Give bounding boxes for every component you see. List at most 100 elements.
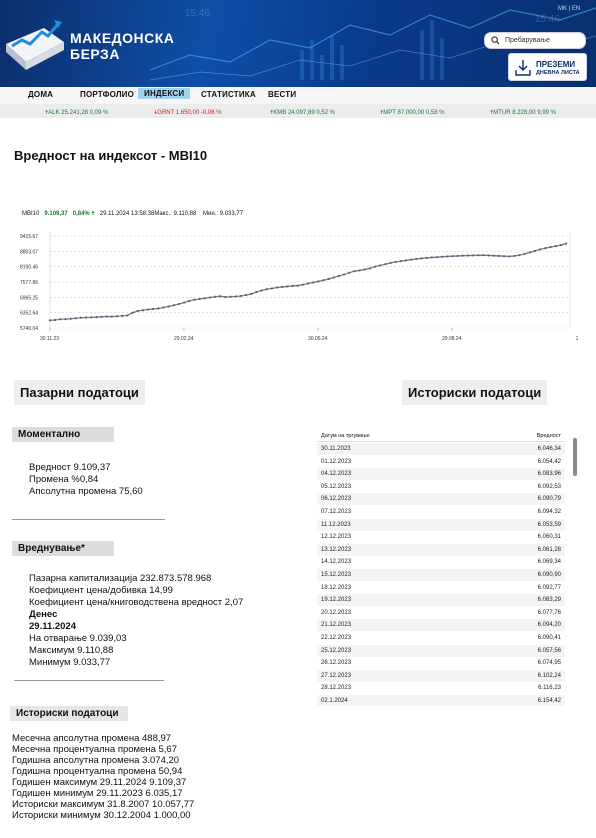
table-row[interactable]: 30.11.2023 6.046,34 [317,443,565,455]
table-row[interactable]: 28.12.2023 6.116,23 [317,682,565,694]
data-point[interactable] [95,316,97,318]
language-switch[interactable]: MK | EN [558,6,580,12]
data-point[interactable] [426,257,428,259]
data-point[interactable] [488,254,490,256]
data-point[interactable] [240,295,242,297]
table-row[interactable]: 11.12.2023 6.053,59 [317,519,565,531]
data-point[interactable] [498,255,500,257]
data-point[interactable] [230,296,232,298]
ticker-item[interactable]: 🠅KMB 24.097,89 0,52 % [270,108,335,118]
table-row[interactable]: 05.12.2023 6.092,53 [317,481,565,493]
data-point[interactable] [518,254,520,256]
data-point[interactable] [121,315,123,317]
data-point[interactable] [369,267,371,269]
download-daily-list-button[interactable]: ПРЕЗЕМИ ДНЕВНА ЛИСТА [508,53,587,81]
data-point[interactable] [157,307,159,309]
data-point[interactable] [410,259,412,261]
data-point[interactable] [322,279,324,281]
data-point[interactable] [328,278,330,280]
data-point[interactable] [199,298,201,300]
table-row[interactable]: 14.12.2023 6.069,34 [317,556,565,568]
data-point[interactable] [85,316,87,318]
data-point[interactable] [204,297,206,299]
data-point[interactable] [224,296,226,298]
data-point[interactable] [281,286,283,288]
data-point[interactable] [137,310,139,312]
logo-icon[interactable] [4,14,66,74]
data-point[interactable] [214,296,216,298]
data-point[interactable] [116,315,118,317]
data-point[interactable] [343,273,345,275]
data-point[interactable] [255,291,257,293]
data-point[interactable] [70,318,72,320]
table-row[interactable]: 02.1.2024 6.154,42 [317,695,565,706]
data-point[interactable] [54,319,56,321]
data-point[interactable] [59,318,61,320]
nav-news[interactable]: ВЕСТИ [268,90,296,99]
nav-home[interactable]: ДОМА [28,90,53,99]
data-point[interactable] [415,258,417,260]
data-point[interactable] [152,308,154,310]
data-point[interactable] [219,295,221,297]
data-point[interactable] [317,280,319,282]
data-point[interactable] [333,276,335,278]
data-point[interactable] [276,286,278,288]
data-point[interactable] [235,295,237,297]
data-point[interactable] [446,255,448,257]
data-point[interactable] [451,255,453,257]
data-point[interactable] [359,269,361,271]
data-point[interactable] [555,245,557,247]
data-point[interactable] [312,281,314,283]
data-point[interactable] [503,255,505,257]
data-point[interactable] [297,285,299,287]
table-row[interactable]: 13.12.2023 6.061,28 [317,544,565,556]
data-point[interactable] [436,256,438,258]
data-point[interactable] [64,318,66,320]
data-point[interactable] [493,255,495,257]
history-table[interactable]: Датум на тргување Вредност 30.11.2023 6.0… [317,430,581,706]
data-point[interactable] [250,293,252,295]
table-row[interactable]: 19.12.2023 6.083,29 [317,594,565,606]
index-line-chart[interactable]: 5740.04 6352.64 6965.25 7577.86 8190.46 8803.… [18,224,578,344]
search-input[interactable]: Пребарување [484,32,586,49]
data-point[interactable] [353,270,355,272]
data-point[interactable] [168,305,170,307]
data-point[interactable] [539,248,541,250]
data-point[interactable] [286,285,288,287]
data-point[interactable] [101,316,103,318]
table-row[interactable]: 26.12.2023 6.074,95 [317,657,565,669]
data-point[interactable] [126,314,128,316]
ticker-item[interactable]: 🠅MTUR 8.228,00 9,99 % [490,108,556,118]
data-point[interactable] [142,309,144,311]
data-point[interactable] [348,272,350,274]
data-point[interactable] [209,296,211,298]
data-point[interactable] [379,264,381,266]
table-row[interactable]: 25.12.2023 6.057,56 [317,645,565,657]
table-scrollbar[interactable] [573,438,577,476]
table-row[interactable]: 20.12.2023 6.077,76 [317,607,565,619]
data-point[interactable] [162,306,164,308]
table-row[interactable]: 04.12.2023 6.083,96 [317,468,565,480]
col-date-header[interactable]: Датум на тргување [321,433,370,439]
ticker-item[interactable]: 🠅MPT 87.000,00 0,58 % [380,108,445,118]
data-point[interactable] [245,294,247,296]
table-row[interactable]: 22.12.2023 6.090,41 [317,632,565,644]
data-point[interactable] [147,308,149,310]
data-point[interactable] [49,319,51,321]
data-point[interactable] [431,256,433,258]
data-point[interactable] [131,312,133,314]
ticker-item[interactable]: 🠇GRNT 1.650,00 -0,06 % [154,108,222,118]
data-point[interactable] [482,254,484,256]
data-point[interactable] [260,289,262,291]
col-value-header[interactable]: Вредност [537,433,561,439]
data-point[interactable] [364,268,366,270]
nav-indices[interactable]: ИНДЕКСИ [138,88,190,99]
data-point[interactable] [389,262,391,264]
data-point[interactable] [193,299,195,301]
data-point[interactable] [472,254,474,256]
data-point[interactable] [400,260,402,262]
table-row[interactable]: 27.12.2023 6.102,24 [317,670,565,682]
table-row[interactable]: 01.12.2023 6.054,42 [317,456,565,468]
data-point[interactable] [291,285,293,287]
table-row[interactable]: 21.12.2023 6.094,20 [317,619,565,631]
